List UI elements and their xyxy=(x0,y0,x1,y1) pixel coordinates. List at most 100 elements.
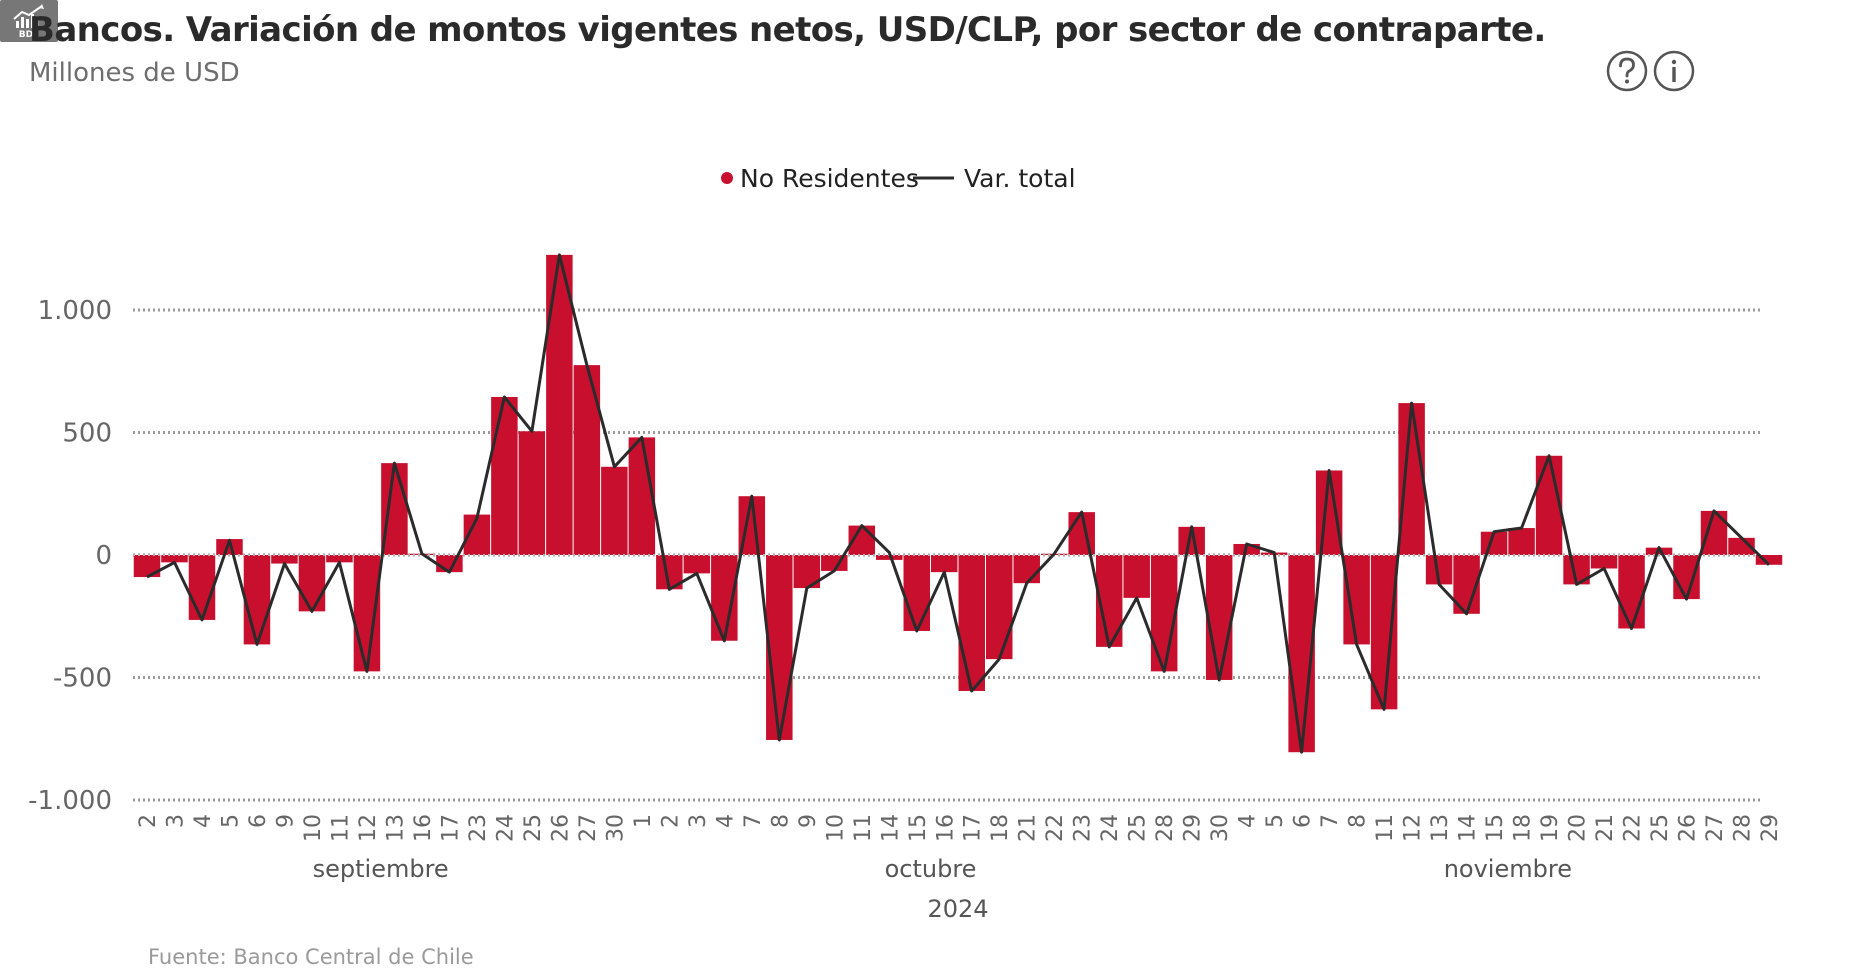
x-tick-label: 14 xyxy=(878,814,903,842)
x-tick-label: 14 xyxy=(1456,814,1481,842)
month-label: septiembre xyxy=(313,855,449,883)
month-labels: septiembre octubre noviembre xyxy=(313,855,1572,883)
x-tick-label: 19 xyxy=(1538,814,1563,842)
x-tick-label: 4 xyxy=(191,814,216,828)
source-note: Fuente: Banco Central de Chile xyxy=(148,945,474,969)
bar xyxy=(1728,537,1755,555)
bar xyxy=(1205,555,1233,680)
x-tick-label: 7 xyxy=(1318,814,1343,828)
bar xyxy=(1398,403,1425,555)
bar xyxy=(1508,528,1535,555)
bar xyxy=(1618,555,1645,629)
x-tick-label: 11 xyxy=(1373,814,1398,842)
bar xyxy=(1150,555,1178,672)
x-tick-label: 5 xyxy=(218,814,243,828)
question-circle-icon[interactable] xyxy=(1606,50,1648,92)
x-tick-label: 30 xyxy=(603,814,628,842)
x-tick-label: 8 xyxy=(768,814,793,828)
year-label: 2024 xyxy=(927,895,988,923)
x-tick-label: 23 xyxy=(466,814,491,842)
bde-label: BDE xyxy=(19,30,39,40)
x-tick-label: 13 xyxy=(1428,814,1453,842)
x-tick-label: 15 xyxy=(906,814,931,842)
x-tick-label: 2 xyxy=(658,814,683,828)
bar xyxy=(133,555,161,578)
x-tick-label: 24 xyxy=(493,814,518,842)
x-tick-label: 18 xyxy=(988,814,1013,842)
x-tick-label: 5 xyxy=(1263,814,1288,828)
bde-button[interactable]: BDE xyxy=(0,0,58,42)
x-tick-label: 3 xyxy=(686,814,711,828)
x-axis: 2 3 4 5 6 9 10 11 12 13 16 17 23 24 25 26 27 30 1 2 3 4 7 8 9 10 1… xyxy=(136,814,1783,842)
legend-line-label: Var. total xyxy=(964,164,1076,193)
bar xyxy=(491,396,518,555)
x-tick-label: 9 xyxy=(273,814,298,828)
bar xyxy=(601,466,628,555)
x-tick-label: 18 xyxy=(1511,814,1536,842)
bar xyxy=(188,555,216,620)
y-tick-label: 1.000 xyxy=(38,296,112,326)
bar xyxy=(1590,555,1618,569)
x-tick-label: 3 xyxy=(163,814,188,828)
bar xyxy=(1673,555,1700,600)
month-label: noviembre xyxy=(1444,855,1572,883)
x-tick-label: 12 xyxy=(1401,814,1426,842)
bar xyxy=(1013,555,1040,584)
line-series xyxy=(146,253,1771,754)
x-tick-label: 4 xyxy=(1236,814,1261,828)
x-tick-label: 1 xyxy=(631,814,656,828)
y-tick-label: 0 xyxy=(95,541,112,571)
bar xyxy=(216,539,243,555)
x-tick-label: 28 xyxy=(1731,814,1756,842)
x-tick-label: 30 xyxy=(1208,814,1233,842)
bar xyxy=(546,254,573,555)
bar xyxy=(931,555,958,573)
bar xyxy=(766,555,793,740)
x-tick-label: 17 xyxy=(438,814,463,842)
y-tick-label: -500 xyxy=(53,664,112,694)
x-tick-label: 28 xyxy=(1153,814,1178,842)
bar xyxy=(353,555,381,672)
x-tick-label: 17 xyxy=(961,814,986,842)
x-tick-label: 7 xyxy=(741,814,766,828)
x-tick-label: 2 xyxy=(136,814,161,828)
x-tick-label: 29 xyxy=(1758,814,1783,842)
x-tick-label: 25 xyxy=(1126,814,1151,842)
chart-subtitle: Millones de USD xyxy=(29,58,240,88)
bar xyxy=(271,555,298,564)
x-tick-label: 9 xyxy=(796,814,821,828)
x-tick-label: 21 xyxy=(1016,814,1041,842)
page-title: Bancos. Variación de montos vigentes net… xyxy=(29,10,1546,50)
x-tick-label: 11 xyxy=(328,814,353,842)
y-tick-label: -1.000 xyxy=(28,786,112,816)
y-tick-label: 500 xyxy=(62,419,112,449)
x-tick-label: 23 xyxy=(1071,814,1096,842)
x-tick-label: 26 xyxy=(548,814,573,842)
chart-legend: No Residentes Var. total xyxy=(721,164,1076,193)
bar xyxy=(903,555,931,631)
x-tick-label: 8 xyxy=(1346,814,1371,828)
bar xyxy=(1123,555,1150,598)
x-tick-label: 20 xyxy=(1566,814,1591,842)
x-tick-label: 24 xyxy=(1098,814,1123,842)
bar xyxy=(326,555,353,563)
x-tick-label: 13 xyxy=(383,814,408,842)
x-tick-label: 4 xyxy=(713,814,738,828)
info-circle-icon[interactable] xyxy=(1653,50,1695,92)
x-tick-label: 16 xyxy=(411,814,436,842)
bar xyxy=(1370,555,1398,710)
x-tick-label: 10 xyxy=(823,814,848,842)
x-tick-label: 6 xyxy=(246,814,271,828)
bde-chart-icon xyxy=(13,4,44,28)
bar xyxy=(985,555,1013,660)
bar xyxy=(518,431,546,555)
bar xyxy=(161,555,188,563)
month-label: octubre xyxy=(885,855,977,883)
x-tick-label: 25 xyxy=(521,814,546,842)
x-tick-label: 21 xyxy=(1593,814,1618,842)
legend-bar-swatch xyxy=(721,172,733,184)
bar xyxy=(243,555,271,645)
x-tick-label: 27 xyxy=(1703,814,1728,842)
x-tick-label: 11 xyxy=(851,814,876,842)
